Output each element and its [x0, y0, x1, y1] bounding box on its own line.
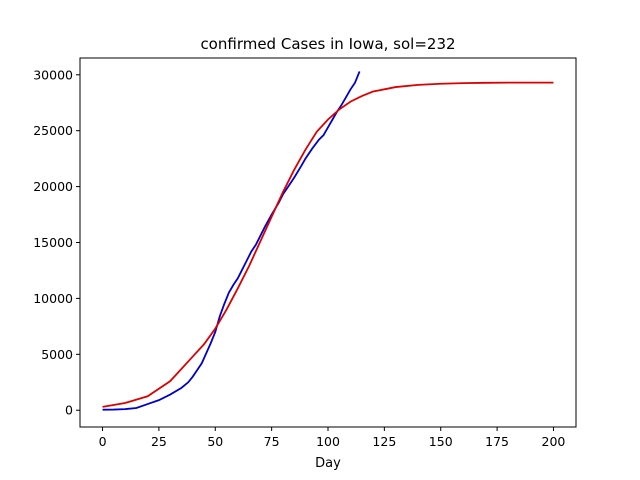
x-tick-label: 100 — [316, 434, 340, 449]
x-axis-label: Day — [315, 456, 341, 471]
x-tick-label: 75 — [264, 434, 280, 449]
plot-lines — [102, 71, 554, 411]
x-tick-label: 50 — [207, 434, 223, 449]
y-tick-label: 25000 — [33, 123, 73, 138]
x-tick-label: 125 — [372, 434, 396, 449]
x-tick-label: 25 — [151, 434, 167, 449]
y-tick-label: 15000 — [33, 235, 73, 250]
y-tick-label: 20000 — [33, 179, 73, 194]
chart-title: confirmed Cases in Iowa, sol=232 — [200, 35, 455, 53]
x-tick-label: 200 — [542, 434, 566, 449]
y-axis-ticks: 0 5000 10000 15000 20000 25000 30000 — [33, 67, 80, 418]
y-tick-label: 0 — [65, 403, 73, 418]
plot-frame — [79, 57, 577, 428]
series-line-1 — [102, 81, 554, 408]
x-tick-label: 150 — [429, 434, 453, 449]
series-line-0 — [102, 71, 361, 411]
y-tick-label: 30000 — [33, 67, 73, 82]
x-axis-ticks: 0 25 50 75 100 125 150 175 200 — [99, 427, 566, 449]
x-tick-label: 0 — [99, 434, 107, 449]
y-tick-label: 5000 — [41, 347, 73, 362]
x-tick-label: 175 — [485, 434, 509, 449]
y-tick-label: 10000 — [33, 291, 73, 306]
